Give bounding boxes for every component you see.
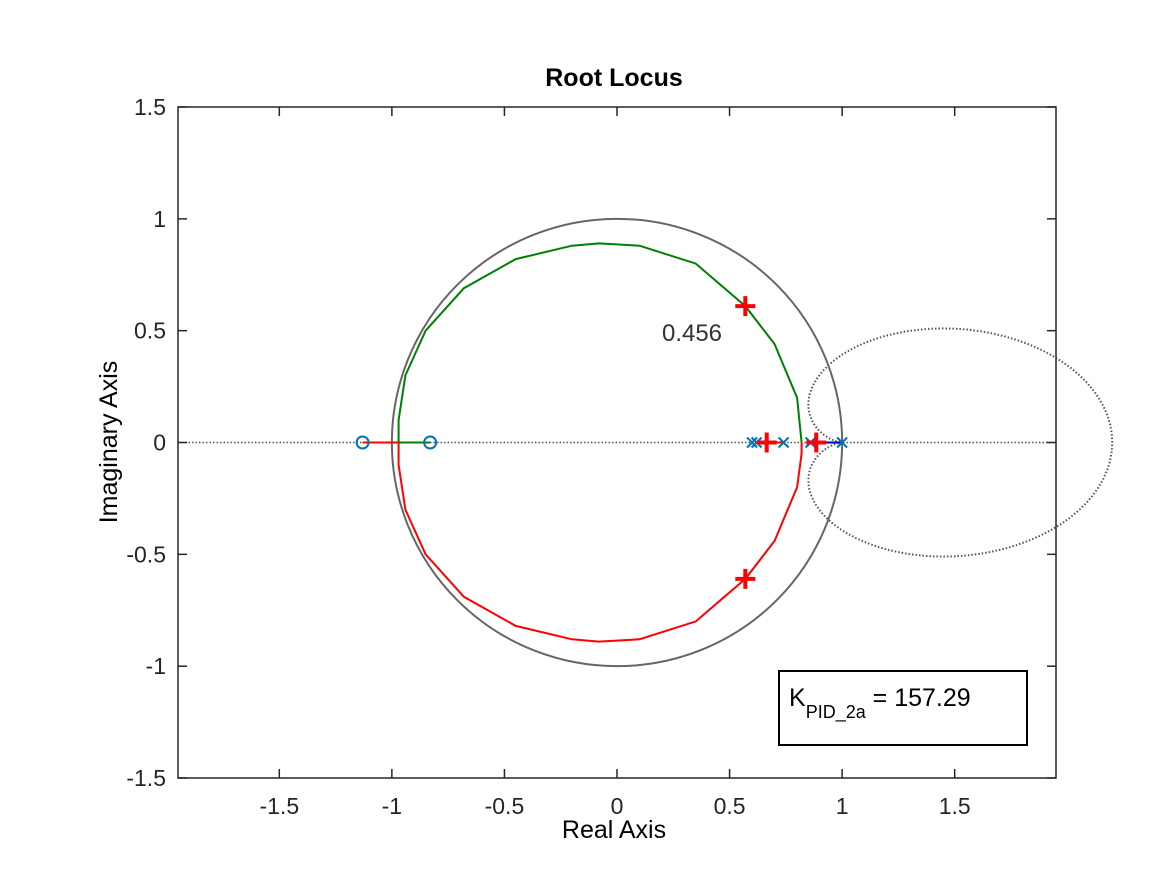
annotation-value: = 157.29	[866, 684, 971, 712]
closed-loop-pole-2	[756, 432, 777, 453]
closed-loop-pole-1	[735, 568, 756, 589]
open-loop-pole-2	[777, 436, 790, 449]
closed-loop-pole-0	[735, 296, 756, 317]
y-axis-label: Imaginary Axis	[95, 361, 123, 524]
x-tick-label-0: -1.5	[259, 793, 299, 819]
y-tick-label-3: 0	[153, 430, 166, 456]
locus-branch-0	[362, 242, 803, 444]
open-loop-zero-1	[423, 435, 438, 450]
axes-layer: -1.5 -1 -0.5 0 0.5 1 1.5 -1.5 -1 -0.5 0 0.5 1 1.5	[126, 94, 1057, 819]
x-tick-label-4: 0.5	[714, 793, 746, 819]
y-tick-label-0: -1.5	[126, 765, 166, 791]
gain-annotation: KPID_2a = 157.29	[778, 670, 1028, 746]
y-tick-label-4: 0.5	[134, 318, 166, 344]
y-tick-label-5: 1	[153, 206, 166, 232]
annotation-box	[778, 670, 1028, 746]
y-tick-label-6: 1.5	[134, 94, 166, 120]
x-tick-label-5: 1	[836, 793, 849, 819]
x-tick-label-2: -0.5	[485, 793, 525, 819]
annotation-text: KPID_2a = 157.29	[789, 684, 971, 723]
annotation-symbol: K	[789, 684, 806, 712]
x-axis-label: Real Axis	[562, 816, 666, 844]
x-tick-label-1: -1	[382, 793, 402, 819]
y-tick-label-1: -1	[146, 653, 166, 679]
chart-title: Root Locus	[545, 64, 683, 92]
damping-contour-layer: 0.456	[178, 320, 1114, 558]
open-loop-pole-0	[746, 436, 758, 449]
damping-ratio-label: 0.456	[662, 320, 722, 347]
annotation-subscript: PID_2a	[806, 702, 867, 723]
open-loop-zero-0	[355, 435, 370, 450]
open-loop-pole-4	[836, 436, 848, 449]
x-tick-label-6: 1.5	[939, 793, 971, 819]
locus-branch-1	[362, 441, 803, 643]
closed-loop-pole-3	[806, 432, 827, 453]
open-loop-pole-1	[750, 436, 763, 449]
y-tick-label-2: -0.5	[126, 541, 166, 567]
x-tick-label-3: 0	[611, 793, 624, 819]
markers-layer	[355, 296, 848, 589]
